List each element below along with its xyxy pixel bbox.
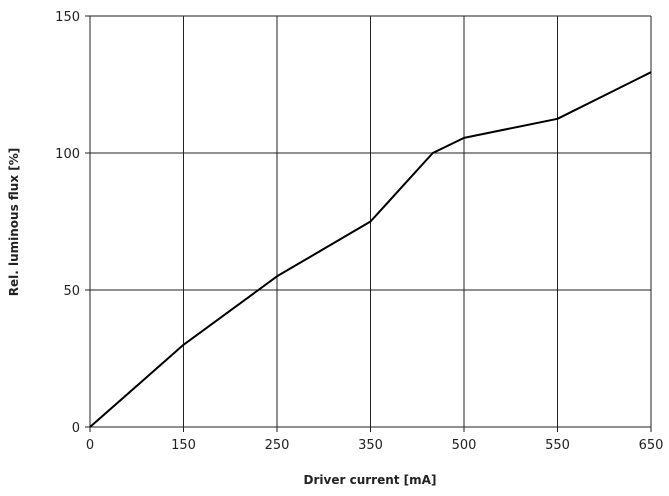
y-axis-title: Rel. luminous flux [%]	[7, 148, 21, 297]
x-tick-label: 500	[452, 438, 477, 453]
y-tick-label: 0	[72, 421, 80, 436]
y-tick-label: 100	[55, 147, 80, 162]
grid-lines	[90, 15, 652, 427]
y-tick-label: 50	[63, 284, 80, 299]
axes	[85, 15, 652, 432]
x-tick-label: 350	[358, 438, 383, 453]
series-line	[89, 71, 652, 428]
x-tick-label: 0	[86, 438, 94, 453]
tick-labels: 0 150 250 350 500 550 650 0 50 100 150	[55, 10, 663, 453]
y-tick-label: 150	[55, 10, 80, 25]
data-series	[89, 71, 652, 428]
x-tick-label: 550	[545, 438, 570, 453]
x-tick-label: 650	[639, 438, 664, 453]
x-axis-title: Driver current [mA]	[304, 473, 437, 487]
x-tick-label: 250	[265, 438, 290, 453]
x-tick-label: 150	[171, 438, 196, 453]
